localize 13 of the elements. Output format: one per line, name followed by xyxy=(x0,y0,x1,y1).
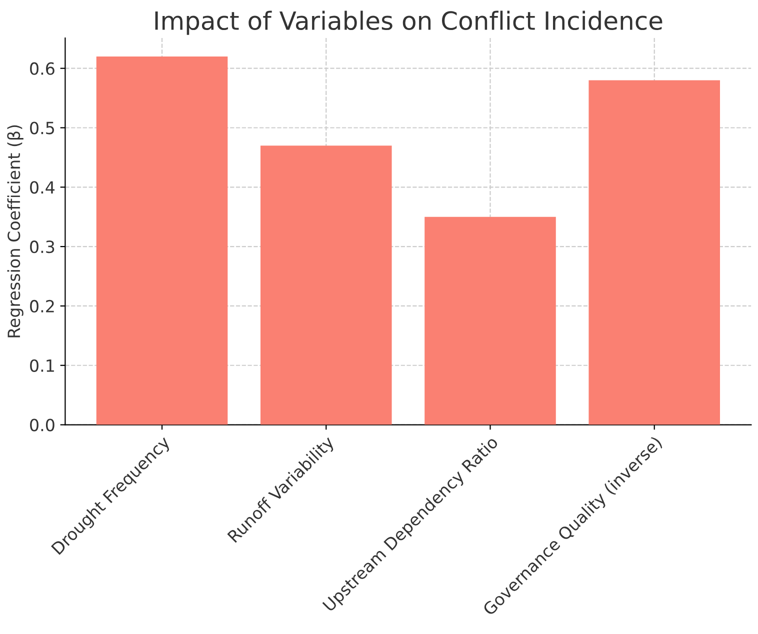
y-tick-label: 0.5 xyxy=(30,122,54,134)
y-tick-label: 0.1 xyxy=(30,359,54,372)
y-tick-label: 0.2 xyxy=(30,300,54,313)
chart-title: Impact of Variables on Conflict Incidence xyxy=(155,10,662,35)
y-tick-label: 0.3 xyxy=(30,240,54,254)
bar xyxy=(96,56,228,425)
y-axis-title: Regression Coefficient (β) xyxy=(7,125,24,338)
y-tick-label: 0.4 xyxy=(30,181,55,194)
y-tick-label: 0.0 xyxy=(30,418,54,432)
bar xyxy=(588,80,720,425)
y-tick-label: 0.6 xyxy=(30,62,54,75)
bar xyxy=(424,216,556,425)
bar xyxy=(260,146,392,425)
